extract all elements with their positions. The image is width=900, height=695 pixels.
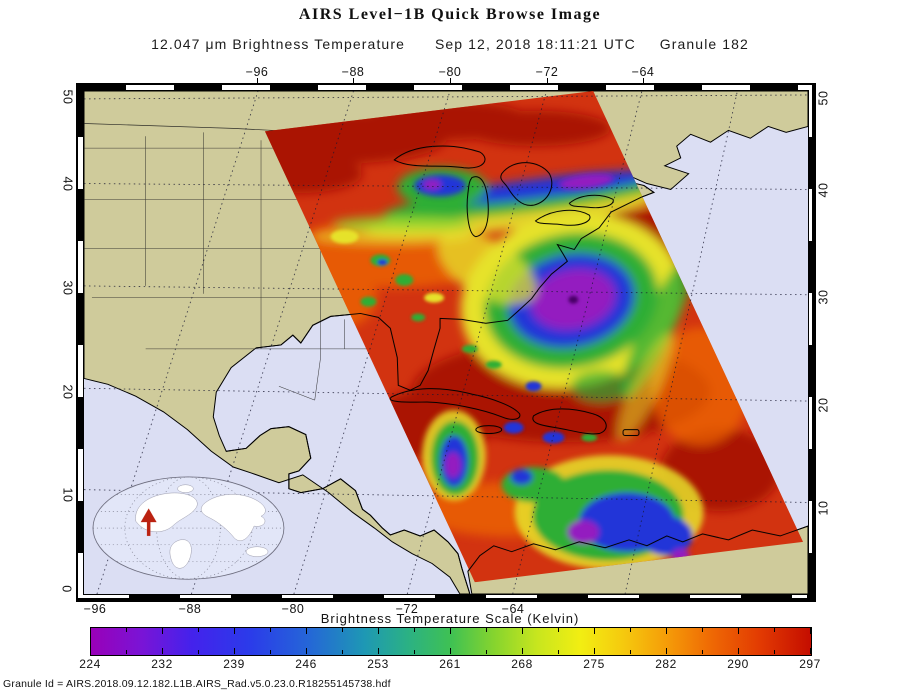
colorbar-tick-label: 224: [79, 657, 101, 671]
left-lat-label: 50: [60, 89, 74, 105]
top-lon-label: −96: [237, 65, 277, 83]
left-lat-label: 20: [60, 384, 74, 400]
colorbar-tick-label: 246: [295, 657, 317, 671]
right-lat-label: 40: [816, 182, 830, 198]
right-lat-label: 10: [816, 500, 830, 516]
colorbar-tick: [630, 628, 631, 632]
frame-zebra-bottom: [78, 593, 812, 598]
left-lat-label: 0: [59, 585, 74, 593]
left-lat-label: 30: [60, 280, 74, 296]
top-lon-label: −72: [527, 65, 567, 83]
colorbar-tick: [666, 648, 667, 654]
colorbar-tick-label: 253: [367, 657, 389, 671]
colorbar-tick: [90, 628, 91, 634]
colorbar-tick: [126, 628, 127, 632]
subtitle: 12.047 μm Brightness Temperature Sep 12, …: [0, 36, 900, 52]
global-inset: [92, 476, 285, 580]
colorbar-tick: [378, 628, 379, 634]
colorbar-tick: [342, 650, 343, 654]
colorbar-tick: [558, 628, 559, 632]
map-frame: [76, 83, 816, 602]
colorbar-tick: [234, 648, 235, 654]
colorbar-gradient: [90, 627, 812, 656]
colorbar-tick: [810, 648, 811, 654]
colorbar-tick: [630, 650, 631, 654]
colorbar-tick: [378, 648, 379, 654]
page-title: AIRS Level−1B Quick Browse Image: [298, 6, 602, 23]
map-canvas: [83, 90, 809, 595]
frame-zebra-left: [78, 85, 83, 598]
colorbar-tick-label: 290: [727, 657, 749, 671]
colorbar-tick: [810, 628, 811, 634]
wavelength-label: 12.047 μm Brightness Temperature: [151, 36, 405, 52]
colorbar-tick: [162, 628, 163, 634]
colorbar-tick: [558, 650, 559, 654]
colorbar-tick: [450, 628, 451, 634]
map-svg: [84, 91, 808, 594]
coastline-overlay: [226, 145, 808, 594]
colorbar-tick: [486, 650, 487, 654]
colorbar-tick: [774, 628, 775, 632]
colorbar-tick: [342, 628, 343, 632]
colorbar-tick-label: 275: [583, 657, 605, 671]
colorbar-tick-label: 282: [655, 657, 677, 671]
colorbar-tick: [270, 628, 271, 632]
colorbar-tick: [522, 648, 523, 654]
right-lat-label: 20: [816, 397, 830, 413]
location-arrow-marker: [140, 508, 157, 536]
colorbar-tick: [306, 628, 307, 634]
colorbar-tick: [594, 648, 595, 654]
right-lat-label: 50: [816, 90, 830, 106]
colorbar-tick: [270, 650, 271, 654]
left-lat-label: 10: [60, 487, 74, 503]
left-lat-label: 40: [60, 176, 74, 192]
colorbar-tick: [162, 648, 163, 654]
top-lon-label: −80: [430, 65, 470, 83]
colorbar-tick: [702, 650, 703, 654]
colorbar-tick-label: 239: [223, 657, 245, 671]
top-lon-label: −64: [623, 65, 663, 83]
colorbar-title: Brightness Temperature Scale (Kelvin): [320, 611, 580, 626]
colorbar-tick: [522, 628, 523, 634]
colorbar-tick: [774, 650, 775, 654]
right-lat-label: 30: [816, 289, 830, 305]
colorbar-tick: [414, 650, 415, 654]
colorbar-tick-label: 297: [799, 657, 821, 671]
colorbar-tick: [306, 648, 307, 654]
satellite-swath: [265, 91, 804, 583]
frame-zebra-right: [807, 85, 812, 598]
colorbar-tick: [198, 650, 199, 654]
colorbar-tick: [702, 628, 703, 632]
colorbar-tick: [486, 628, 487, 632]
colorbar-tick: [450, 648, 451, 654]
top-lon-label: −88: [333, 65, 373, 83]
colorbar-tick: [198, 628, 199, 632]
datetime-label: Sep 12, 2018 18:11:21 UTC: [434, 36, 636, 52]
colorbar-tick: [126, 650, 127, 654]
colorbar-tick: [666, 628, 667, 634]
granule-id-label: Granule Id = AIRS.2018.09.12.182.L1B.AIR…: [3, 678, 391, 690]
granule-number-label: Granule 182: [659, 36, 749, 52]
colorbar-tick: [594, 628, 595, 634]
colorbar-tick-label: 232: [151, 657, 173, 671]
colorbar-tick: [234, 628, 235, 634]
frame-zebra-top: [78, 85, 812, 90]
colorbar-tick-label: 268: [511, 657, 533, 671]
colorbar-tick: [90, 648, 91, 654]
colorbar-tick: [738, 628, 739, 634]
colorbar-tick-label: 261: [439, 657, 461, 671]
colorbar-tick: [414, 628, 415, 632]
colorbar-tick: [738, 648, 739, 654]
